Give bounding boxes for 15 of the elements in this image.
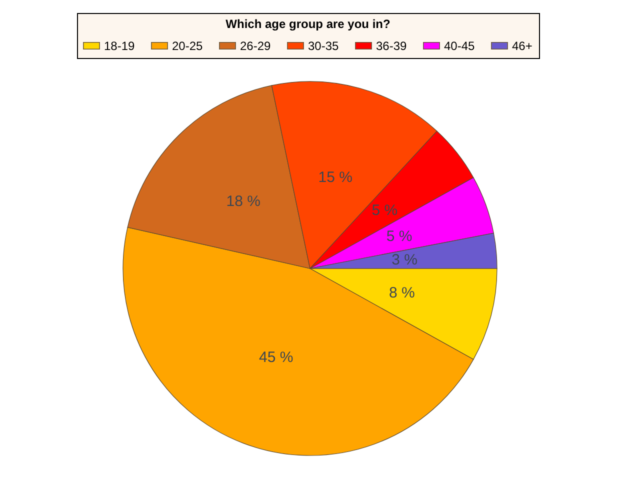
data-label: 15 % xyxy=(318,168,352,186)
legend-label: 20-25 xyxy=(172,38,204,53)
legend-label: 36-39 xyxy=(376,38,408,53)
data-label: 5 % xyxy=(372,202,398,219)
data-label: 3 % xyxy=(392,251,418,268)
legend-label: 30-35 xyxy=(308,38,340,53)
legend-label: 46+ xyxy=(512,38,532,53)
data-label: 5 % xyxy=(386,228,412,246)
legend-label: 18-19 xyxy=(104,38,136,53)
legend-label: 26-29 xyxy=(240,38,272,53)
legend-label: 40-45 xyxy=(444,38,476,53)
legend-title: Which age group are you in? xyxy=(226,17,390,31)
data-label: 18 % xyxy=(226,192,260,210)
data-label: 45 % xyxy=(258,349,294,366)
data-label: 8 % xyxy=(389,284,415,302)
